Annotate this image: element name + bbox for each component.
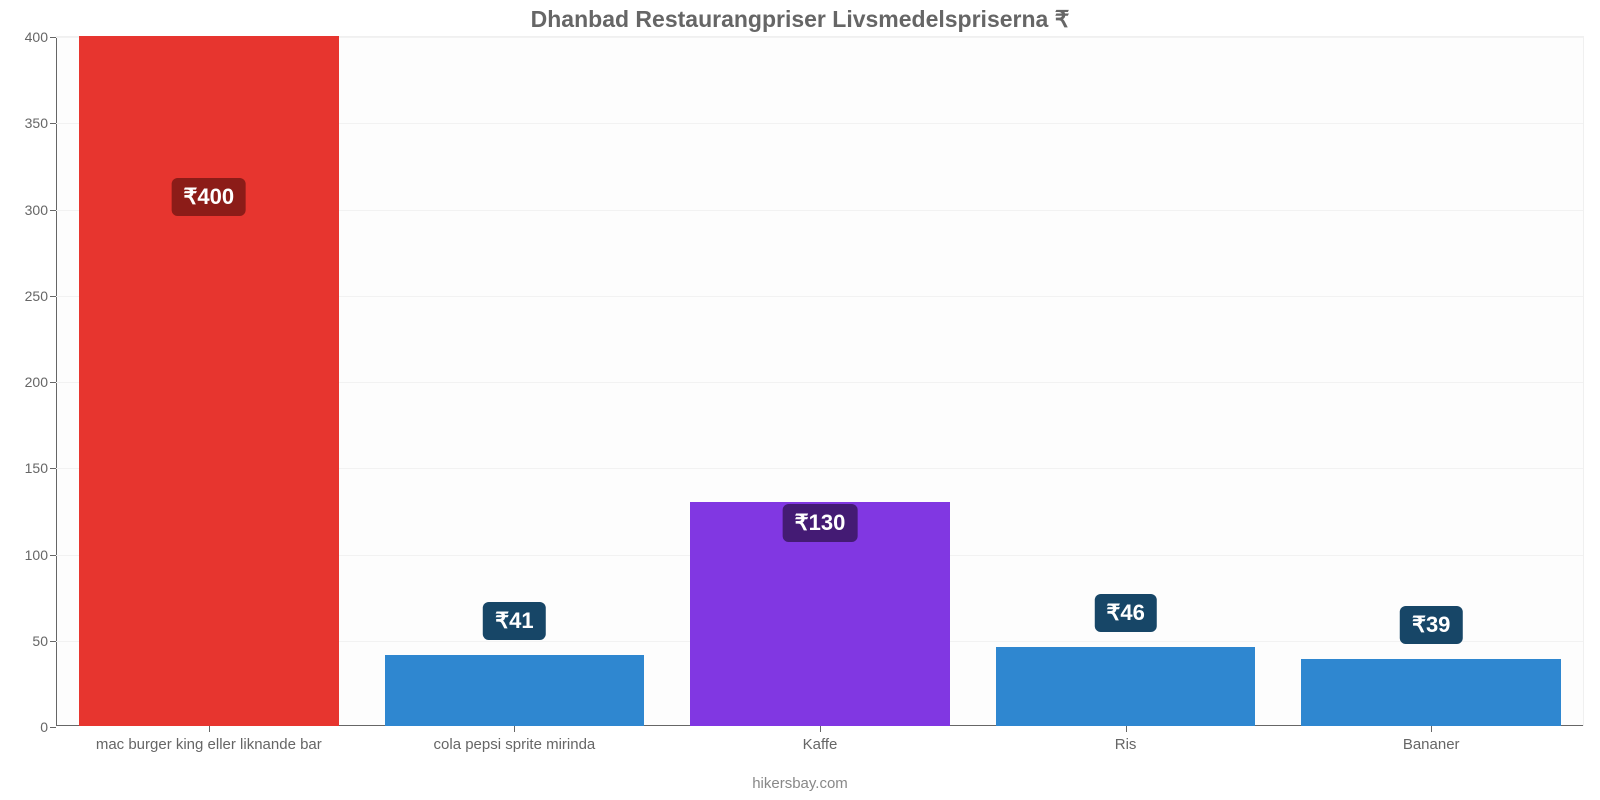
- y-tick-label: 400: [25, 29, 56, 45]
- x-category-label: cola pepsi sprite mirinda: [434, 726, 596, 753]
- bar-group: ₹130: [690, 36, 950, 726]
- bar-value-label: ₹130: [783, 504, 858, 542]
- bar-value-label: ₹400: [171, 178, 246, 216]
- bar-group: ₹39: [1301, 36, 1561, 726]
- bar-group: ₹400: [79, 36, 339, 726]
- y-tick-label: 200: [25, 374, 56, 390]
- plot-area: 050100150200250300350400mac burger king …: [56, 36, 1584, 726]
- bar: [79, 36, 339, 726]
- bar-value-label: ₹41: [483, 602, 545, 640]
- bar-group: ₹41: [385, 36, 645, 726]
- bar-chart: Dhanbad Restaurangpriser Livsmedelsprise…: [0, 0, 1600, 800]
- x-category-label: Kaffe: [803, 726, 838, 753]
- bar: [1301, 659, 1561, 726]
- y-tick-label: 350: [25, 115, 56, 131]
- y-tick-label: 0: [40, 719, 56, 735]
- bar-value-label: ₹46: [1094, 594, 1156, 632]
- chart-title: Dhanbad Restaurangpriser Livsmedelsprise…: [0, 6, 1600, 33]
- y-tick-label: 50: [32, 633, 56, 649]
- x-category-label: Ris: [1115, 726, 1137, 753]
- bar-value-label: ₹39: [1400, 606, 1462, 644]
- y-tick-label: 250: [25, 288, 56, 304]
- bar: [385, 655, 645, 726]
- x-category-label: mac burger king eller liknande bar: [96, 726, 322, 753]
- source-label: hikersbay.com: [0, 775, 1600, 792]
- y-tick-label: 100: [25, 547, 56, 563]
- bar: [996, 647, 1256, 726]
- y-tick-label: 150: [25, 460, 56, 476]
- bar-group: ₹46: [996, 36, 1256, 726]
- y-tick-label: 300: [25, 202, 56, 218]
- x-category-label: Bananer: [1403, 726, 1460, 753]
